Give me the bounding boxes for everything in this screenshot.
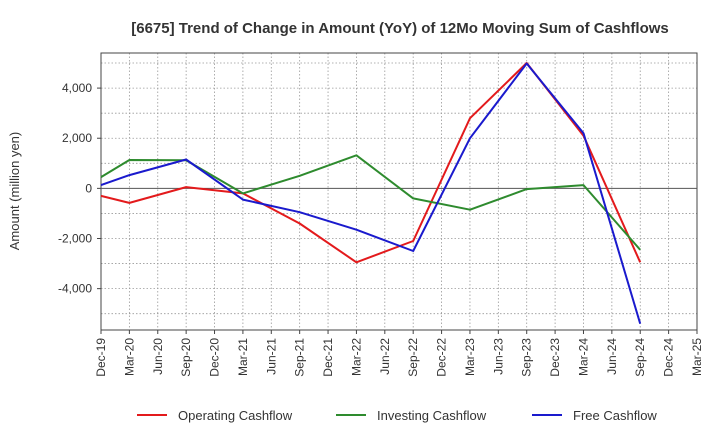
x-tick-label: Sep-24 [633,338,647,377]
x-tick-label: Dec-22 [435,338,449,377]
y-tick-label: -2,000 [58,232,92,246]
x-tick-label: Sep-22 [406,338,420,377]
x-tick-label: Mar-21 [236,338,250,376]
legend-item-investing-cashflow: Investing Cashflow [336,408,487,423]
y-tick-label: 4,000 [62,81,92,95]
x-ticks: Dec-19 Mar-20 Jun-20 Sep-20 Dec-20 Mar-21 Jun-… [94,330,704,377]
x-tick-label: Mar-20 [122,338,136,376]
x-tick-label: Dec-23 [548,338,562,377]
x-tick-label: Mar-22 [349,338,363,376]
legend-label: Investing Cashflow [377,408,487,423]
legend: Operating Cashflow Investing Cashflow Free… [137,408,657,423]
y-ticks: -4,000 -2,000 0 2,000 4,000 [58,81,101,296]
x-tick-label: Dec-20 [208,338,222,377]
y-tick-label: 0 [85,181,92,195]
legend-label: Operating Cashflow [178,408,293,423]
plot-area [100,52,698,331]
x-tick-label: Dec-19 [94,338,108,377]
legend-label: Free Cashflow [573,408,657,423]
y-tick-label: -4,000 [58,282,92,296]
legend-item-operating-cashflow: Operating Cashflow [137,408,293,423]
x-tick-label: Sep-23 [520,338,534,377]
x-tick-label: Dec-24 [662,338,676,377]
y-axis-label: Amount (million yen) [7,132,22,251]
x-tick-label: Sep-20 [179,338,193,377]
x-tick-label: Mar-23 [463,338,477,376]
x-tick-label: Sep-21 [293,338,307,377]
free-cashflow-line [100,62,642,324]
x-tick-label: Jun-21 [264,338,278,375]
chart-title: [6675] Trend of Change in Amount (YoY) o… [131,20,669,37]
series-lines [100,62,642,324]
x-tick-label: Jun-24 [605,338,619,375]
x-tick-label: Mar-24 [576,338,590,376]
x-tick-label: Jun-22 [378,338,392,375]
x-tick-label: Dec-21 [321,338,335,377]
x-tick-label: Jun-20 [151,338,165,375]
y-tick-label: 2,000 [62,131,92,145]
investing-cashflow-line [100,154,641,251]
x-tick-label: Jun-23 [491,338,505,375]
legend-item-free-cashflow: Free Cashflow [532,408,657,423]
operating-cashflow-line [100,62,642,264]
x-tick-label: Mar-25 [690,338,704,376]
